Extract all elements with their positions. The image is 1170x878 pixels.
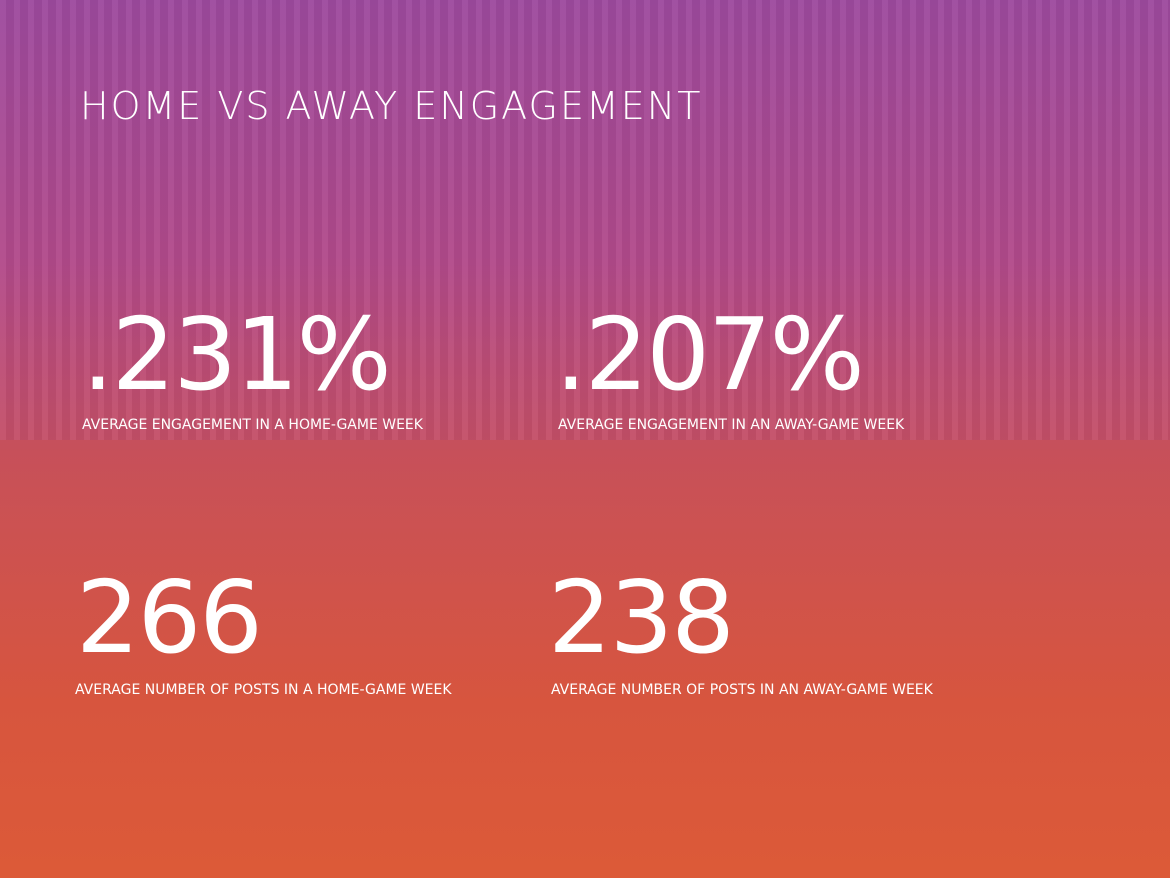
stat-label: AVERAGE NUMBER OF POSTS IN AN AWAY-GAME … xyxy=(551,682,933,698)
stat-value: 238 xyxy=(548,559,735,676)
stat-label: AVERAGE ENGAGEMENT IN A HOME-GAME WEEK xyxy=(82,417,423,433)
stat-label: AVERAGE ENGAGEMENT IN AN AWAY-GAME WEEK xyxy=(558,417,905,433)
slide-title: HOME VS AWAY ENGAGEMENT xyxy=(80,84,703,128)
background-field xyxy=(0,440,1170,878)
background-crowd xyxy=(0,0,1170,440)
stat-value: .207% xyxy=(555,296,865,413)
stat-value: .231% xyxy=(82,296,392,413)
stat-label: AVERAGE NUMBER OF POSTS IN A HOME-GAME W… xyxy=(75,682,452,698)
stat-value: 266 xyxy=(76,559,263,676)
